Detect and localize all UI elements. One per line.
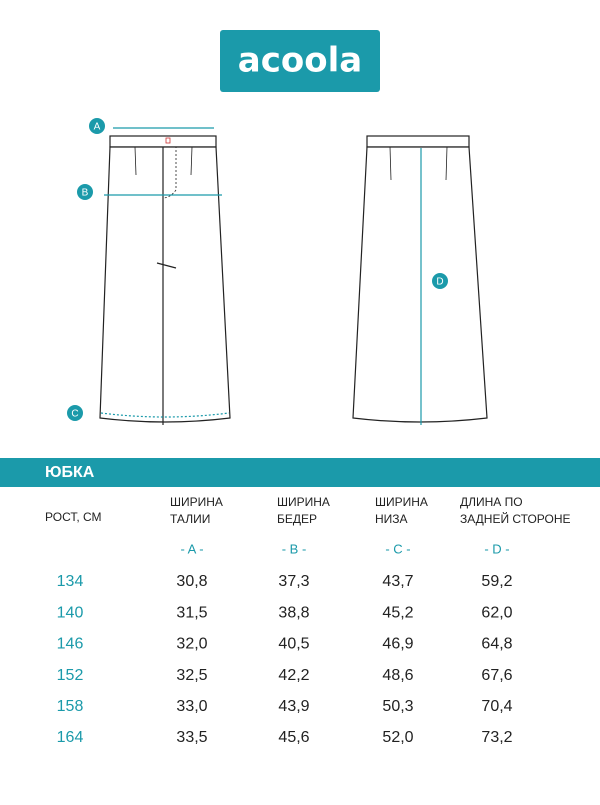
marker-label: B	[82, 188, 89, 199]
front-skirt	[99, 135, 231, 425]
cell: 70,4	[481, 698, 512, 715]
row-height: 152	[57, 667, 84, 684]
marker-circle	[77, 184, 93, 200]
cell: 30,8	[176, 573, 207, 590]
cell: 48,6	[382, 667, 413, 684]
cell: 40,5	[278, 636, 309, 653]
column-header: ШИРИНА	[170, 495, 223, 509]
cell: 37,3	[278, 573, 309, 590]
marker-label: D	[436, 277, 443, 288]
column-header: ЗАДНЕЙ СТОРОНЕ	[460, 511, 571, 526]
marker-circle	[67, 405, 83, 421]
logo: acoola	[238, 41, 362, 81]
marker-circle	[89, 118, 105, 134]
cell: 67,6	[481, 667, 512, 684]
section-title: ЮБКА	[45, 464, 95, 481]
column-header: РОСТ, СМ	[45, 510, 102, 524]
cell: 62,0	[481, 604, 512, 621]
cell: 73,2	[481, 729, 512, 746]
column-header: ДЛИНА ПО	[460, 495, 523, 509]
row-height: 164	[57, 729, 84, 746]
marker-label: C	[71, 409, 78, 420]
row-height: 146	[57, 636, 84, 653]
cell: 32,0	[176, 636, 207, 653]
column-code: - A -	[180, 541, 203, 556]
cell: 43,7	[382, 573, 413, 590]
cell: 32,5	[176, 667, 207, 684]
column-header: БЕДЕР	[277, 512, 317, 526]
size-table: РОСТ, СМ ШИРИНА ТАЛИИ ШИРИНА БЕДЕР ШИРИНА НИЗА…	[45, 495, 571, 746]
cell: 43,9	[278, 698, 309, 715]
cell: 33,0	[176, 698, 207, 715]
cell: 31,5	[176, 604, 207, 621]
row-height: 134	[57, 573, 84, 590]
logo-box	[220, 30, 380, 92]
back-skirt	[352, 135, 488, 423]
marker-label: A	[94, 122, 101, 133]
marker-circle	[432, 273, 448, 289]
cell: 42,2	[278, 667, 309, 684]
cell: 38,8	[278, 604, 309, 621]
section-band	[0, 458, 600, 487]
cell: 50,3	[382, 698, 413, 715]
measure-lines	[100, 127, 422, 425]
column-code: - C -	[385, 541, 410, 556]
cell: 59,2	[481, 573, 512, 590]
column-header: НИЗА	[375, 512, 408, 526]
markers: A B C D	[67, 118, 448, 421]
cell: 64,8	[481, 636, 512, 653]
row-height: 158	[57, 698, 84, 715]
cell: 46,9	[382, 636, 413, 653]
cell: 52,0	[382, 729, 413, 746]
cell: 45,2	[382, 604, 413, 621]
column-header: ШИРИНА	[277, 495, 330, 509]
column-code: - B -	[282, 541, 307, 556]
cell: 33,5	[176, 729, 207, 746]
column-code: - D -	[484, 541, 509, 556]
column-header: ТАЛИИ	[170, 512, 210, 526]
cell: 45,6	[278, 729, 309, 746]
row-height: 140	[57, 604, 84, 621]
column-header: ШИРИНА	[375, 495, 428, 509]
